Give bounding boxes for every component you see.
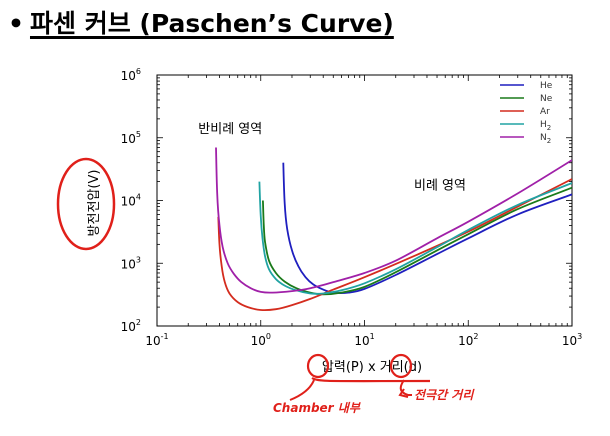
legend-label: He	[540, 81, 553, 91]
region-annotation: 반비례 영역	[198, 122, 262, 137]
series-line-h	[258, 181, 572, 295]
x-tick-label: 103	[562, 332, 582, 348]
slide-title: • 파센 커브 (Paschen’s Curve)	[8, 4, 394, 40]
right-arrow-stroke	[399, 379, 412, 396]
left-arrow-stroke	[289, 379, 315, 401]
series-layer	[215, 147, 572, 312]
y-tick-label: 104	[121, 193, 141, 209]
legend-label: H2	[540, 120, 551, 132]
x-tick-labels: 10-1 100 101 102 103	[145, 332, 582, 348]
y-tick-label: 106	[121, 67, 141, 83]
y-tick-labels: 102 103 104 105 106	[121, 67, 141, 334]
title-bullet: •	[8, 9, 24, 38]
x-tick-label: 100	[251, 332, 271, 348]
ylabel-circle	[56, 157, 116, 251]
region-annotation: 비례 영역	[414, 178, 466, 193]
pressure-circle	[306, 353, 330, 379]
legend-label: Ne	[540, 94, 553, 104]
series-line-ar	[217, 178, 572, 312]
series-line-n	[215, 147, 572, 294]
handwritten-annotations: Chamber 내부 전극간 거리	[56, 157, 475, 415]
series-line-ne	[262, 186, 572, 296]
right-arrow-head	[398, 388, 409, 398]
plot-frame	[156, 74, 573, 327]
underline-stroke	[311, 377, 431, 383]
legend-label: Ar	[540, 107, 550, 117]
x-tick-label: 10-1	[145, 332, 168, 348]
y-tick-label: 103	[121, 255, 141, 271]
y-tick-label: 102	[121, 318, 141, 334]
x-axis-label: 압력(P) x 거리(d)	[322, 360, 422, 375]
distance-circle	[389, 353, 413, 379]
handwritten-distance: 전극간 거리	[414, 388, 475, 402]
handwritten-chamber: Chamber 내부	[273, 401, 361, 415]
y-axis-label: 방전전압(V)	[87, 170, 102, 237]
x-tick-label: 102	[458, 332, 478, 348]
x-tick-label: 101	[354, 332, 374, 348]
y-tick-label: 105	[121, 130, 141, 146]
legend-label: N2	[540, 133, 551, 145]
title-text: 파센 커브 (Paschen’s Curve)	[29, 9, 394, 38]
